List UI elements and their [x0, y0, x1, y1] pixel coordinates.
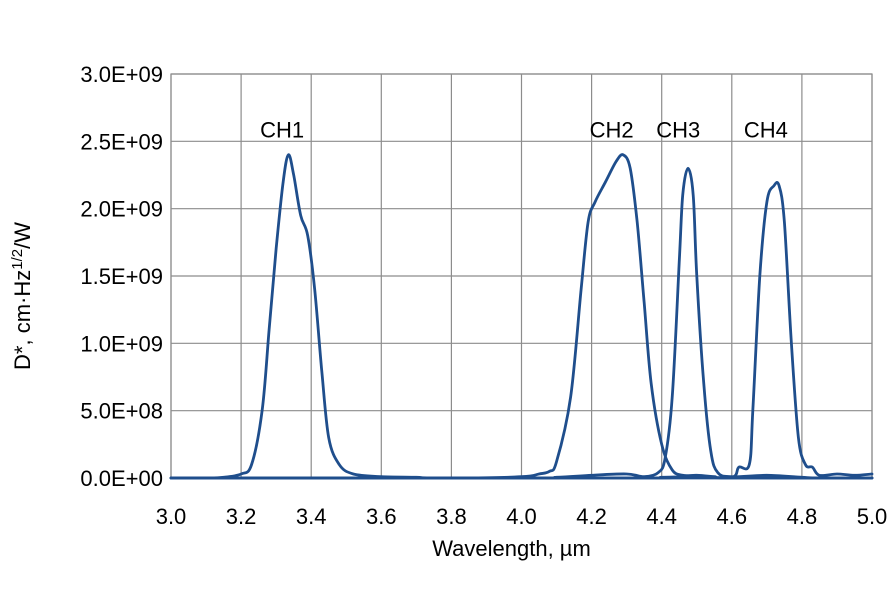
x-tick-label: 4.0: [506, 504, 537, 529]
x-tick-label: 3.0: [156, 504, 187, 529]
y-tick-label: 3.0E+09: [80, 62, 163, 87]
channel-label-ch4: CH4: [744, 118, 788, 143]
y-tick-label: 5.0E+08: [80, 399, 163, 424]
y-tick-label: 2.0E+09: [80, 197, 163, 222]
y-tick-label: 2.5E+09: [80, 129, 163, 154]
x-tick-label: 5.0: [857, 504, 888, 529]
series-group: [169, 153, 874, 480]
y-axis-title-main: D*, cm·Hz: [10, 270, 35, 370]
channel-labels: CH1 CH2 CH3 CH4: [260, 118, 788, 143]
x-tick-label: 3.8: [436, 504, 467, 529]
y-tick-label: 1.5E+09: [80, 264, 163, 289]
x-tick-labels: 3.0 3.2 3.4 3.6 3.8 4.0 4.2 4.4 4.6 4.8 5.0: [156, 504, 888, 529]
channel-label-ch3: CH3: [656, 118, 700, 143]
x-tick-label: 3.4: [296, 504, 327, 529]
x-tick-label: 3.6: [366, 504, 397, 529]
x-tick-label: 4.2: [576, 504, 607, 529]
series-line-ch4: [169, 181, 874, 480]
x-tick-label: 4.4: [646, 504, 677, 529]
channel-label-ch2: CH2: [590, 118, 634, 143]
y-axis-title: D*, cm·Hz1/2/W: [9, 222, 35, 370]
x-tick-label: 4.8: [787, 504, 818, 529]
x-tick-label: 4.6: [717, 504, 748, 529]
x-tick-label: 3.2: [226, 504, 257, 529]
y-axis-title-superscript: 1/2: [9, 249, 26, 270]
channel-label-ch1: CH1: [260, 118, 304, 143]
x-axis-title: Wavelength, µm: [432, 536, 591, 561]
y-tick-label: 1.0E+09: [80, 331, 163, 356]
y-axis-title-unit: /W: [10, 222, 35, 249]
y-tick-label: 0.0E+00: [80, 466, 163, 491]
y-tick-labels: 0.0E+00 5.0E+08 1.0E+09 1.5E+09 2.0E+09 2.5E+…: [80, 62, 163, 491]
